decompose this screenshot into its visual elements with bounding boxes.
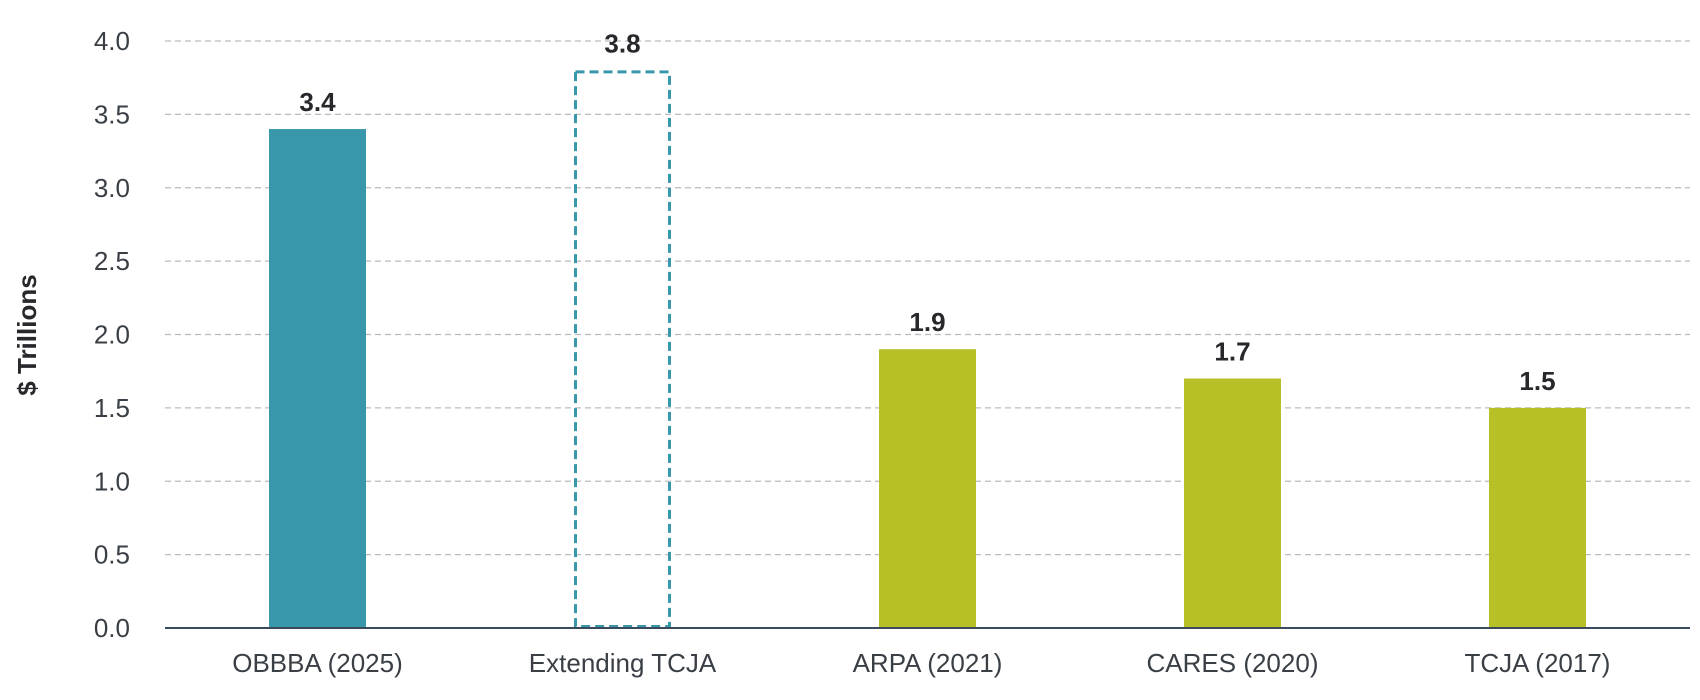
y-tick-label: 1.0 (94, 466, 130, 496)
data-label: 3.8 (604, 28, 640, 58)
y-tick-label: 2.0 (94, 320, 130, 350)
y-tick-label: 1.5 (94, 393, 130, 423)
x-category-label: TCJA (2017) (1465, 648, 1611, 678)
bar (269, 129, 366, 629)
y-axis-ticks: 0.0 0.5 1.0 1.5 2.0 2.5 3.0 3.5 4.0 (94, 26, 130, 643)
data-label: 3.4 (299, 87, 336, 117)
y-tick-label: 4.0 (94, 26, 130, 56)
data-label: 1.7 (1214, 337, 1250, 367)
y-tick-label: 2.5 (94, 246, 130, 276)
bars (269, 70, 1586, 629)
y-tick-label: 3.0 (94, 173, 130, 203)
x-category-label: ARPA (2021) (853, 648, 1003, 678)
data-label: 1.5 (1519, 366, 1555, 396)
y-tick-label: 0.5 (94, 540, 130, 570)
bar (1489, 407, 1586, 628)
x-category-label: OBBBA (2025) (232, 648, 403, 678)
data-labels: 3.4 3.8 1.9 1.7 1.5 (299, 28, 1555, 396)
bar (1184, 378, 1281, 628)
bar (879, 349, 976, 628)
y-tick-label: 0.0 (94, 613, 130, 643)
x-category-label: Extending TCJA (529, 648, 717, 678)
x-category-label: CARES (2020) (1147, 648, 1319, 678)
data-label: 1.9 (909, 307, 945, 337)
x-axis-categories: OBBBA (2025) Extending TCJA ARPA (2021) CAR… (232, 648, 1610, 678)
bar (574, 70, 671, 629)
y-tick-label: 3.5 (94, 99, 130, 129)
y-axis-title: $ Trillions (12, 274, 42, 395)
